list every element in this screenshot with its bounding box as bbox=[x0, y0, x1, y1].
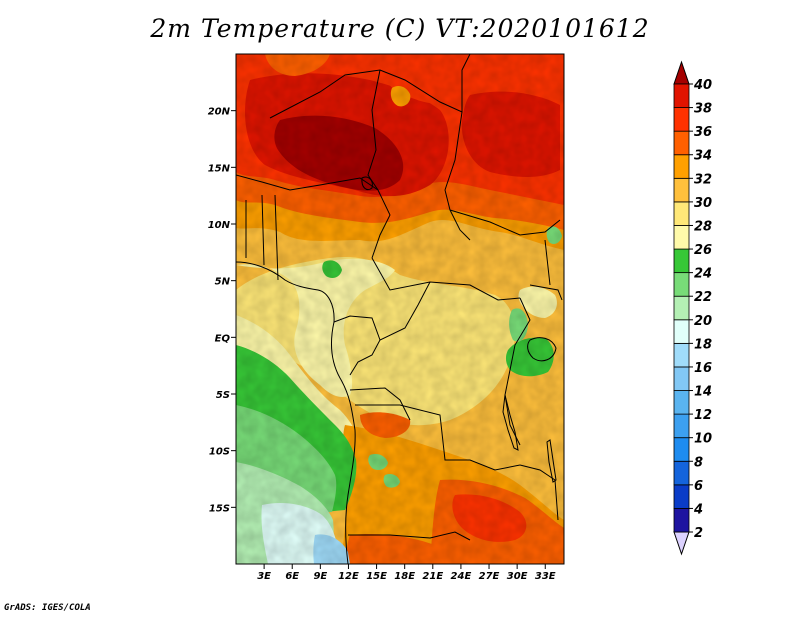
colorbar-label: 10 bbox=[694, 432, 712, 447]
border-angola-namibia bbox=[348, 531, 471, 541]
map-frame bbox=[235, 53, 565, 565]
lat-tick-label: 15N bbox=[208, 163, 231, 174]
lon-tick-label: 24E bbox=[451, 571, 472, 582]
lat-tick-label: EQ bbox=[215, 333, 231, 344]
colorbar-label: 12 bbox=[694, 408, 712, 423]
border-niger-chad bbox=[367, 69, 391, 259]
colorbar-segment bbox=[673, 154, 690, 179]
colorbar-segment bbox=[673, 272, 690, 297]
colorbar-segment bbox=[673, 83, 690, 108]
colorbar-under-triangle bbox=[673, 531, 690, 556]
lake-malawi bbox=[546, 439, 557, 483]
colorbar-segment bbox=[673, 201, 690, 226]
map-title: 2m Temperature (C) VT:2020101612 bbox=[150, 14, 650, 43]
lon-tick-label: 30E bbox=[507, 571, 528, 582]
temperature-field bbox=[236, 54, 564, 564]
border-cameroon-car bbox=[371, 257, 521, 301]
lat-tick-label: 10S bbox=[209, 447, 230, 458]
lon-tick-label: 6E bbox=[285, 571, 299, 582]
political-boundaries bbox=[236, 54, 563, 564]
lon-tick-label: 12E bbox=[338, 571, 359, 582]
grads-credit: GrADS: IGES/COLA bbox=[4, 603, 91, 613]
lon-tick-label: 21E bbox=[422, 571, 443, 582]
colorbar-segment bbox=[673, 295, 690, 321]
colorbar-over-triangle bbox=[673, 60, 690, 85]
lat-tick-label: 10N bbox=[208, 220, 231, 231]
colorbar-segment bbox=[673, 130, 690, 156]
colorbar-label: 24 bbox=[694, 267, 712, 282]
axis-ticks: 3E 6E 9E 12E 15E 18E 21E 24E 27E 30E 33E 20N 15N 10N 5… bbox=[208, 107, 556, 582]
colorbar-segment bbox=[673, 437, 690, 462]
lon-tick-label: 15E bbox=[366, 571, 387, 582]
border-nigeria bbox=[236, 174, 379, 191]
lon-tick-label: 33E bbox=[535, 571, 556, 582]
lake-victoria bbox=[527, 337, 557, 362]
border-sudan-south bbox=[449, 209, 561, 236]
border-east-africa bbox=[519, 239, 563, 521]
border-drc-east bbox=[504, 297, 531, 446]
lat-tick-label: 15S bbox=[209, 503, 230, 514]
colorbar-label: 36 bbox=[694, 125, 712, 140]
colorbar-segment bbox=[673, 319, 690, 344]
colorbar-label: 38 bbox=[694, 102, 712, 117]
colorbar-segment bbox=[673, 248, 690, 274]
lon-tick-label: 3E bbox=[257, 571, 271, 582]
colorbar-label: 22 bbox=[694, 290, 712, 305]
colorbar-label: 8 bbox=[694, 455, 703, 470]
colorbar-segment bbox=[673, 460, 690, 486]
field-texture bbox=[236, 54, 564, 564]
colorbar-label: 20 bbox=[694, 314, 712, 329]
colorbar-segment bbox=[673, 366, 690, 391]
colorbar-segment bbox=[673, 225, 690, 250]
colorbar-segment bbox=[673, 107, 690, 132]
colorbar-segment bbox=[673, 413, 690, 439]
colorbar-segment bbox=[673, 177, 690, 203]
colorbar-label: 30 bbox=[694, 196, 712, 211]
lon-tick-label: 18E bbox=[394, 571, 415, 582]
colorbar-label: 4 bbox=[693, 502, 703, 517]
colorbar-segment bbox=[673, 508, 690, 533]
border-drc-west bbox=[349, 281, 431, 421]
lon-tick-label: 9E bbox=[313, 571, 327, 582]
border-chad-sudan bbox=[444, 111, 471, 241]
lake-tanganyika bbox=[502, 394, 519, 451]
colorbar-label: 40 bbox=[693, 78, 712, 93]
colorbar-segment bbox=[673, 484, 690, 509]
border-angola-zambia bbox=[355, 404, 521, 471]
colorbar-label: 28 bbox=[694, 219, 712, 234]
colorbar-label: 18 bbox=[694, 337, 712, 352]
colorbar-label: 2 bbox=[694, 526, 703, 541]
colorbar-label: 32 bbox=[694, 172, 712, 187]
lat-tick-label: 5S bbox=[216, 390, 230, 401]
lat-tick-label: 5N bbox=[215, 277, 231, 288]
lat-tick-label: 20N bbox=[208, 107, 231, 118]
colorbar-segment bbox=[673, 342, 690, 368]
border-west-coast-countries bbox=[245, 194, 279, 281]
colorbar-label: 6 bbox=[694, 479, 703, 494]
lake-chad bbox=[361, 176, 373, 191]
colorbar-label: 14 bbox=[694, 385, 712, 400]
border-sahara-north bbox=[269, 54, 471, 119]
lon-tick-label: 27E bbox=[479, 571, 500, 582]
colorbar-label: 26 bbox=[694, 243, 712, 258]
coastline-west-africa bbox=[236, 261, 356, 564]
colorbar-segment bbox=[673, 390, 690, 415]
colorbar-label: 34 bbox=[694, 149, 712, 164]
colorbar-label: 16 bbox=[694, 361, 712, 376]
